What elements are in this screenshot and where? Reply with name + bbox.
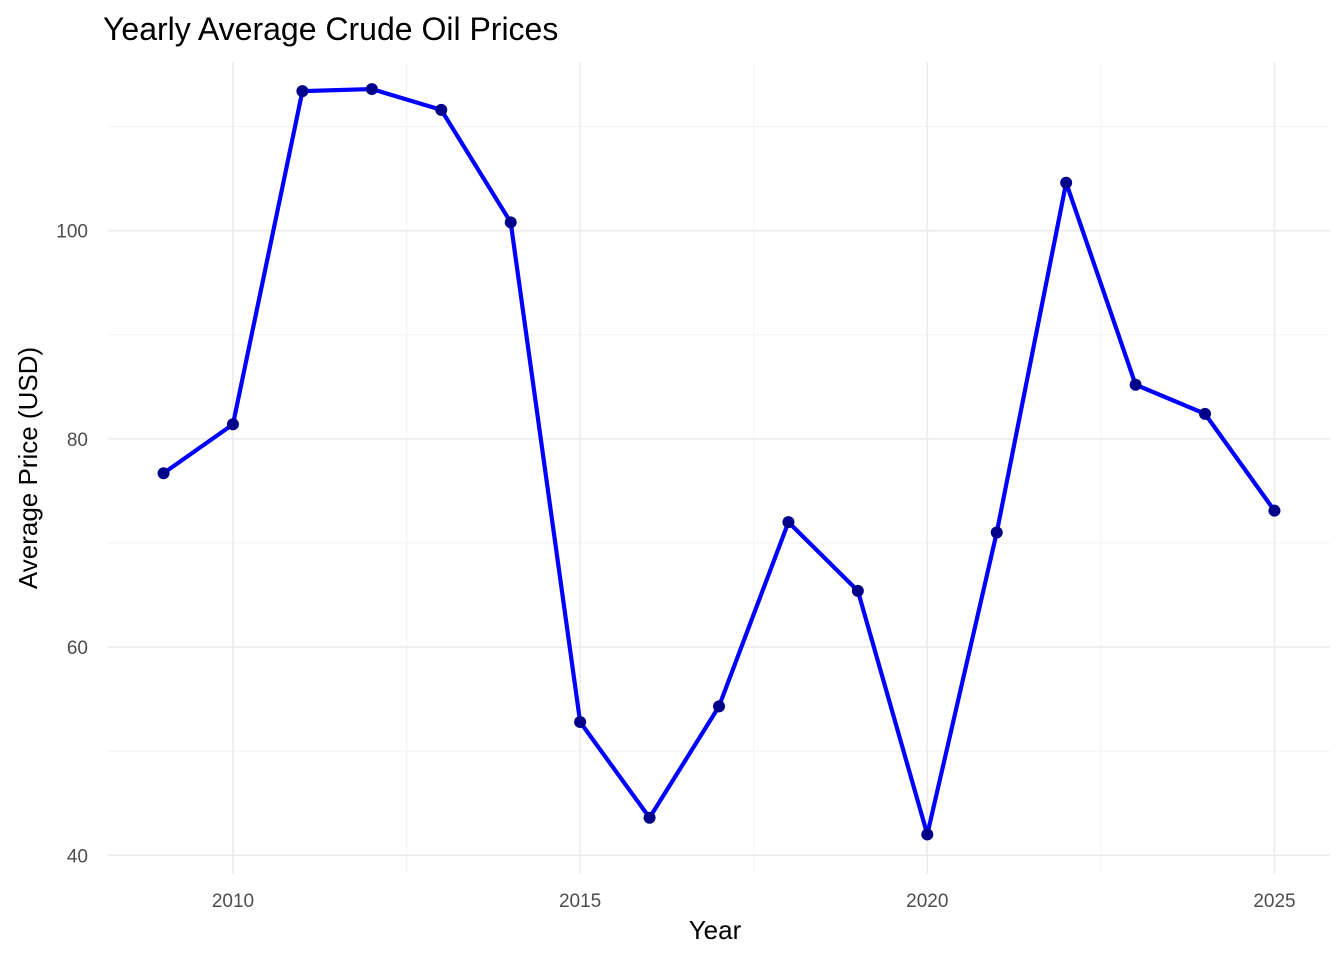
y-tick-labels: 40 60 80 100: [56, 222, 88, 868]
x-axis-title: Year: [689, 915, 742, 945]
x-tick-label: 2015: [559, 891, 601, 912]
chart-title: Yearly Average Crude Oil Prices: [103, 11, 558, 47]
y-tick-label: 80: [67, 430, 88, 451]
data-point: [1199, 407, 1212, 420]
major-gridlines: [108, 62, 1330, 874]
data-point: [226, 418, 239, 431]
data-point: [296, 85, 309, 98]
data-point: [365, 83, 378, 96]
data-point: [921, 828, 934, 841]
data-point: [504, 216, 517, 229]
y-tick-label: 40: [67, 846, 88, 867]
data-point: [990, 526, 1003, 539]
x-tick-label: 2020: [906, 891, 948, 912]
data-point: [1129, 378, 1142, 391]
data-point: [643, 811, 656, 824]
data-point: [851, 584, 864, 597]
x-tick-label: 2025: [1253, 891, 1295, 912]
data-point: [1060, 176, 1073, 189]
x-tick-label: 2010: [212, 891, 254, 912]
y-tick-label: 100: [56, 222, 88, 243]
data-point: [157, 467, 170, 480]
y-axis-title: Average Price (USD): [13, 347, 43, 589]
data-point: [1268, 504, 1281, 517]
data-point: [782, 516, 795, 529]
plot-panel: [108, 62, 1330, 874]
minor-gridlines: [108, 62, 1330, 874]
x-tick-labels: 2010 2015 2020 2025: [212, 891, 1296, 912]
series-points: [157, 83, 1281, 841]
data-point: [435, 103, 448, 116]
y-tick-label: 60: [67, 638, 88, 659]
data-point: [713, 700, 725, 713]
data-point: [574, 716, 587, 729]
